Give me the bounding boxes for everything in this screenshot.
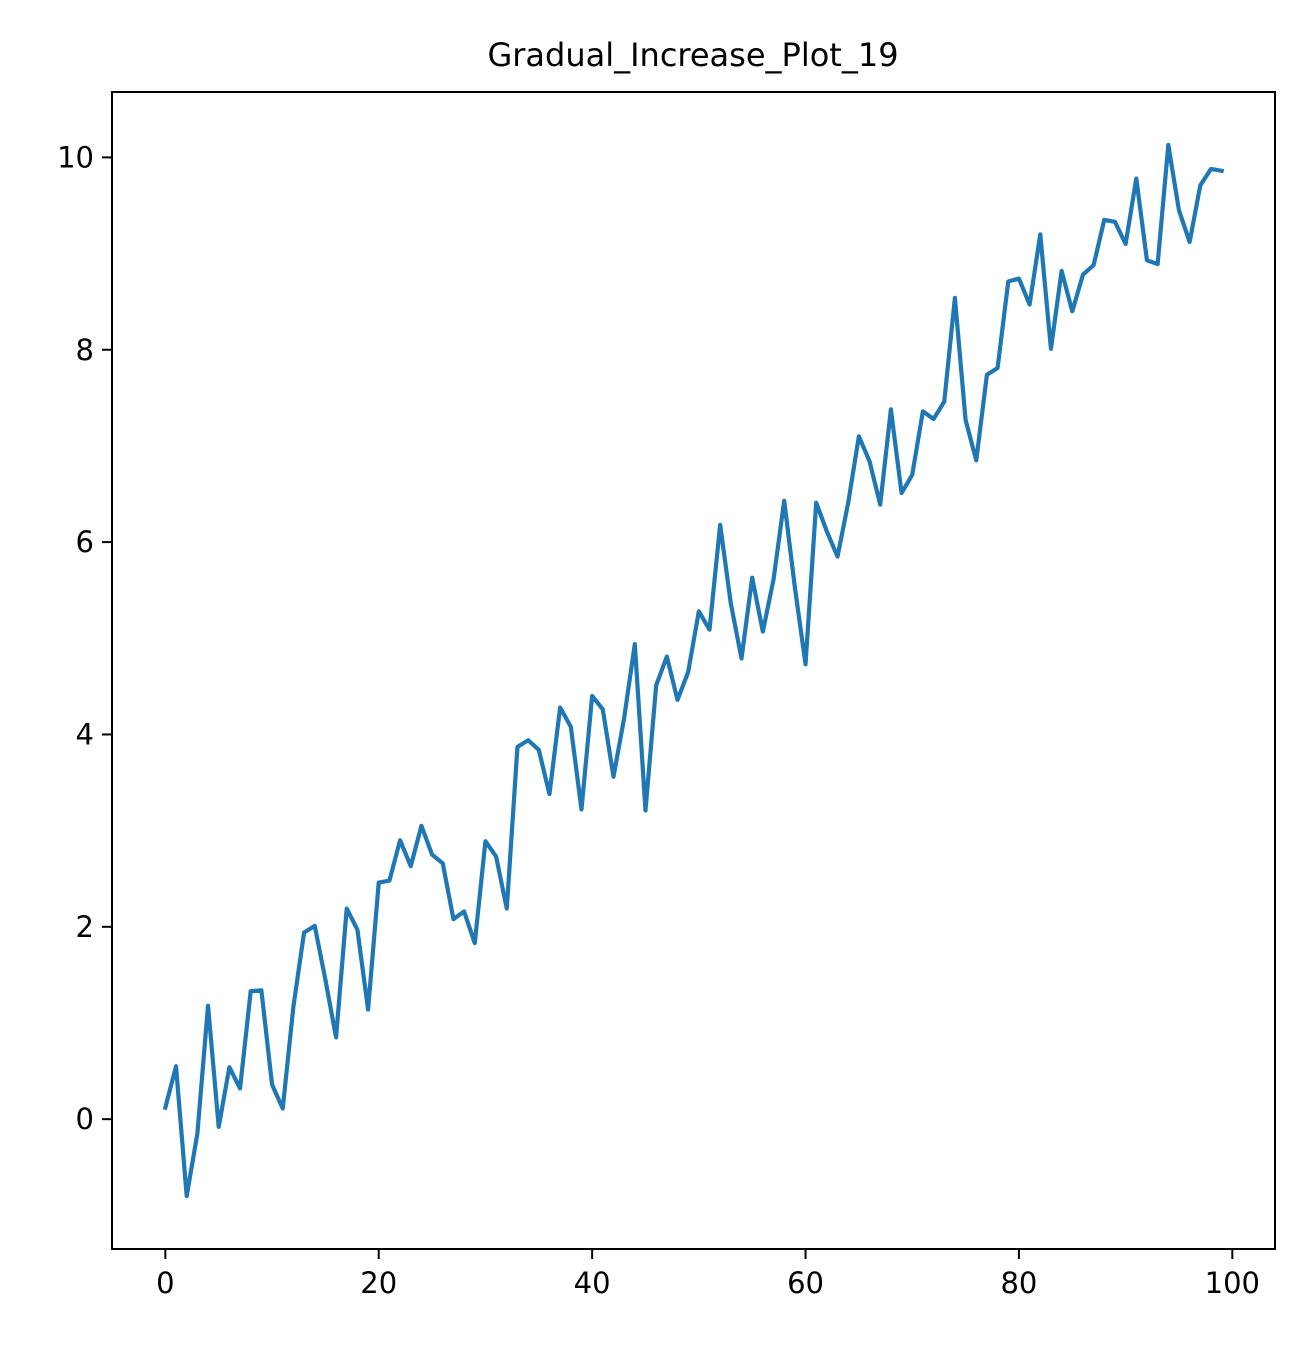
plot-frame [111, 91, 1276, 1250]
series-line-0 [162, 142, 1225, 1199]
x-tick-label: 100 [1205, 1266, 1260, 1300]
y-axis: 0 2 4 6 8 10 [57, 140, 112, 1136]
y-tick-label: 2 [76, 910, 94, 944]
x-tick-label: 20 [360, 1266, 397, 1300]
x-axis: 0 20 40 60 80 100 [156, 1249, 1260, 1300]
y-tick-label: 4 [76, 717, 94, 751]
x-tick-label: 60 [787, 1266, 824, 1300]
y-tick-label: 10 [57, 140, 94, 174]
y-tick-label: 8 [76, 333, 94, 367]
chart-title: Gradual_Increase_Plot_19 [487, 36, 898, 74]
series-layer [162, 142, 1225, 1199]
y-tick-label: 0 [76, 1102, 94, 1136]
x-tick-label: 40 [574, 1266, 611, 1300]
x-tick-label: 80 [1000, 1266, 1037, 1300]
y-tick-label: 6 [76, 525, 94, 559]
x-tick-label: 0 [156, 1266, 174, 1300]
